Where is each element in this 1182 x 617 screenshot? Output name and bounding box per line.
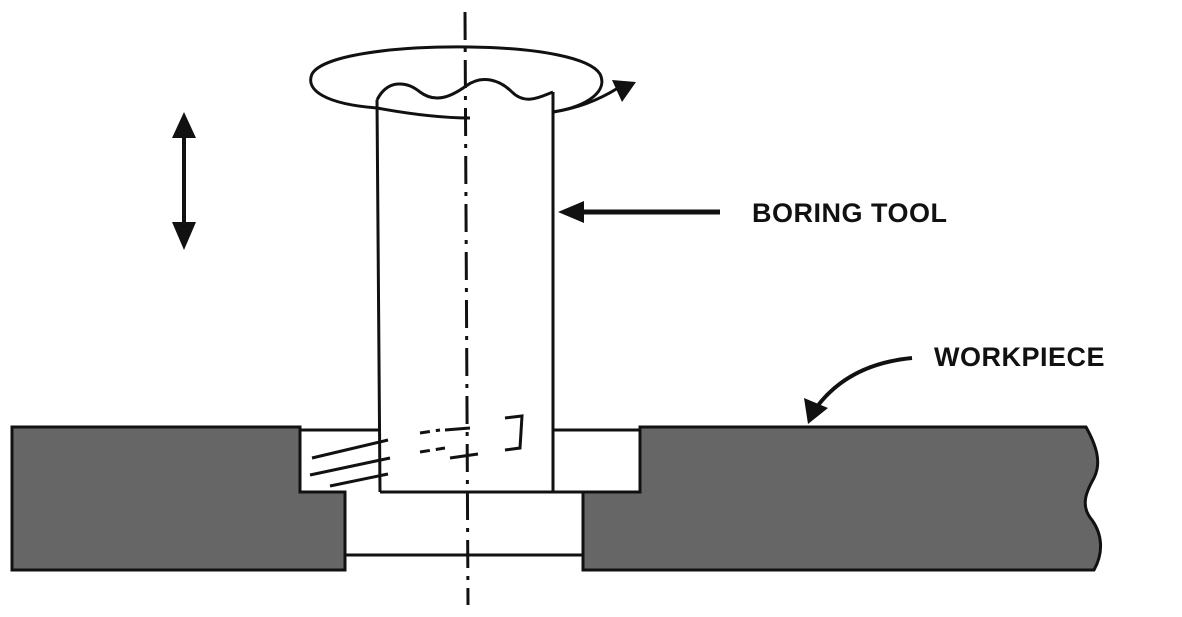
workpiece-right-block <box>581 425 1102 572</box>
boring-tool <box>375 77 555 494</box>
center-line <box>463 11 470 606</box>
workpiece-label: WORKPIECE <box>934 342 1106 372</box>
boring-tool-label: BORING TOOL <box>752 198 948 228</box>
workpiece-left-block <box>10 425 347 572</box>
workpiece-leader <box>804 356 913 424</box>
rotation-arrow-icon <box>309 45 636 120</box>
tool-left-edge <box>375 99 382 493</box>
counterbore-left-outline <box>298 428 380 492</box>
through-hole-outline <box>343 495 585 557</box>
cutting-edges <box>309 414 524 488</box>
counterbore-right-outline <box>553 428 642 494</box>
double-headed-arrow-icon <box>172 112 196 250</box>
boring-tool-leader <box>558 201 720 223</box>
